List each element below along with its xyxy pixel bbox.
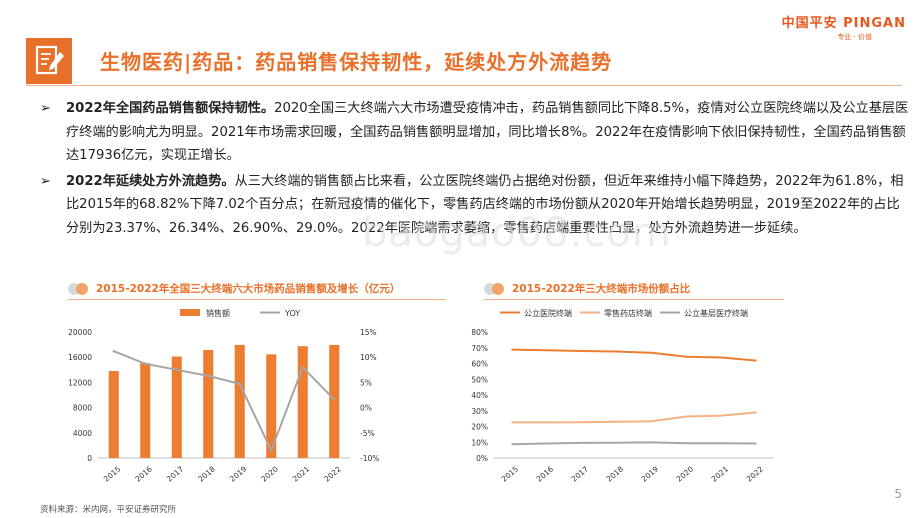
x-tick-label: 2017 bbox=[570, 464, 591, 483]
x-tick-label: 2022 bbox=[322, 464, 343, 483]
x-tick-label: 2015 bbox=[102, 464, 123, 483]
y-tick-label-left: 20000 bbox=[68, 328, 92, 337]
yoy-point bbox=[144, 362, 147, 365]
x-tick-label: 2021 bbox=[291, 464, 312, 483]
series-line bbox=[511, 348, 757, 362]
x-tick-label: 2015 bbox=[500, 464, 521, 483]
bar bbox=[297, 346, 308, 458]
y-tick-label: 40% bbox=[471, 391, 488, 400]
bar bbox=[108, 371, 119, 458]
y-tick-label-left: 12000 bbox=[68, 378, 92, 387]
y-tick-label: 70% bbox=[471, 344, 488, 353]
x-tick-label: 2022 bbox=[745, 464, 766, 483]
yoy-point bbox=[301, 366, 304, 369]
x-tick-label: 2016 bbox=[133, 464, 154, 483]
y-tick-label: 10% bbox=[471, 438, 488, 447]
logo-name: 中国平安 PINGAN bbox=[781, 16, 906, 31]
chart1-title: 2015-2022年全国三大终端六大市场药品销售额及增长（亿元） bbox=[96, 283, 401, 295]
yoy-point bbox=[270, 449, 273, 452]
bar bbox=[140, 363, 151, 458]
x-tick-label: 2020 bbox=[259, 464, 280, 483]
y-tick-label-left: 8000 bbox=[73, 404, 92, 413]
series-line bbox=[511, 411, 757, 424]
legend-label-sales: 销售额 bbox=[206, 308, 230, 318]
bar bbox=[266, 354, 277, 458]
yoy-point bbox=[207, 374, 210, 378]
x-tick-label: 2019 bbox=[640, 464, 661, 483]
y-tick-label: 80% bbox=[471, 328, 488, 337]
y-tick-label: 50% bbox=[471, 375, 488, 384]
y-tick-label-left: 16000 bbox=[68, 353, 92, 362]
bar bbox=[203, 349, 214, 458]
x-tick-label: 2018 bbox=[605, 464, 626, 483]
x-tick-label: 2020 bbox=[675, 464, 696, 483]
edit-icon bbox=[26, 38, 72, 84]
yoy-point bbox=[175, 368, 178, 371]
y-tick-label-left: 4000 bbox=[73, 429, 92, 438]
legend-label: 公立基层医疗终端 bbox=[684, 308, 748, 318]
bullet-list: ➢ 2022年全国药品销售额保持韧性。2020全国三大终端六大市场遭受疫情冲击，… bbox=[40, 97, 910, 242]
chart2-title: 2015-2022年三大终端市场份额占比 bbox=[512, 283, 691, 295]
y-tick-label-right: 5% bbox=[360, 378, 372, 387]
x-tick-label: 2017 bbox=[165, 464, 186, 483]
source-note: 资料来源：米内网，平安证券研究所 bbox=[40, 505, 177, 515]
watermark: baogao08.com bbox=[362, 210, 672, 256]
page-title: 生物医药|药品：药品销售保持韧性，延续处方外流趋势 bbox=[100, 50, 613, 74]
y-tick-label: 0% bbox=[476, 454, 488, 463]
bullet-lead: 2022年全国药品销售额保持韧性。 bbox=[66, 101, 275, 116]
y-tick-label: 30% bbox=[471, 407, 488, 416]
circle-icon bbox=[76, 283, 88, 295]
y-tick-label-right: 10% bbox=[360, 353, 377, 362]
y-tick-label-right: 15% bbox=[360, 328, 377, 337]
pingan-logo: 中国平安 PINGAN 专业 · 价值 bbox=[782, 12, 906, 42]
yoy-line bbox=[113, 350, 335, 453]
bullet-item: ➢ 2022年全国药品销售额保持韧性。2020全国三大终端六大市场遭受疫情冲击，… bbox=[40, 97, 910, 168]
y-tick-label-left: 0 bbox=[87, 454, 92, 463]
bar bbox=[329, 345, 340, 458]
yoy-point bbox=[238, 382, 241, 386]
share-chart: 公立医院终端 零售药店终端 公立基层医疗终端 0% 10% 20% 30% 40% 50% 60%… bbox=[471, 308, 774, 484]
x-tick-label: 2016 bbox=[535, 464, 556, 483]
series-line bbox=[511, 441, 757, 446]
arrow-bullet-icon: ➢ bbox=[40, 101, 51, 116]
bar bbox=[171, 356, 182, 458]
bullet-item: ➢ 2022年延续处方外流趋势。从三大终端的销售额占比来看，公立医院终端仍占据绝… bbox=[40, 170, 910, 241]
x-tick-label: 2019 bbox=[228, 464, 249, 483]
y-tick-label: 60% bbox=[471, 360, 488, 369]
circle-icon bbox=[492, 283, 504, 295]
y-tick-label: 20% bbox=[471, 423, 488, 432]
x-tick-label: 2021 bbox=[710, 464, 731, 483]
bullet-text: 从三大终端的销售额占比来看，公立医院终端仍占据绝对份额，但近年来维持小幅下降趋势… bbox=[66, 173, 904, 236]
bar bbox=[234, 344, 245, 458]
bullet-text: 2020全国三大终端六大市场遭受疫情冲击，药品销售额同比下降8.5%，疫情对公立… bbox=[66, 101, 909, 163]
x-tick-label: 2018 bbox=[196, 464, 217, 483]
y-tick-label-right: -5% bbox=[360, 429, 375, 438]
chart1-header: 2015-2022年全国三大终端六大市场药品销售额及增长（亿元） bbox=[68, 279, 446, 300]
sales-chart: 销售额 YOY 0 4000 8000 12000 16000 20000 -10% -5% 0% 5… bbox=[68, 308, 379, 484]
y-tick-label-right: 0% bbox=[360, 404, 372, 413]
y-tick-label-right: -10% bbox=[360, 454, 379, 463]
legend-swatch-sales bbox=[180, 309, 200, 316]
yoy-point bbox=[112, 349, 115, 353]
legend-label: 零售药店终端 bbox=[604, 308, 652, 318]
bullet-lead: 2022年延续处方外流趋势。 bbox=[66, 173, 235, 189]
page-number: 5 bbox=[894, 487, 902, 501]
legend-label: 公立医院终端 bbox=[524, 308, 572, 318]
legend-label-yoy: YOY bbox=[284, 309, 300, 318]
title-bar: 生物医药|药品：药品销售保持韧性，延续处方外流趋势 bbox=[26, 38, 902, 86]
chart2-header: 2015-2022年三大终端市场份额占比 bbox=[484, 279, 784, 300]
arrow-bullet-icon: ➢ bbox=[40, 173, 51, 189]
logo-tagline: 专业 · 价值 bbox=[837, 33, 872, 41]
title-divider bbox=[26, 85, 902, 86]
yoy-point bbox=[333, 398, 336, 401]
